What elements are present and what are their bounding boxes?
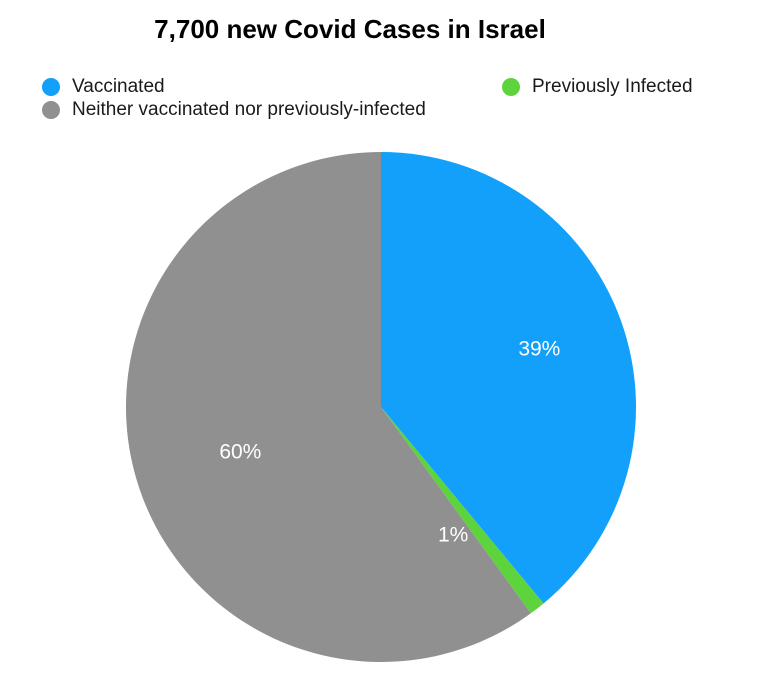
legend-label-previously-infected: Previously Infected <box>532 76 693 97</box>
legend-item-vaccinated: Vaccinated <box>42 76 165 98</box>
legend-label-neither: Neither vaccinated nor previously-infect… <box>72 99 426 120</box>
legend-item-neither: Neither vaccinated nor previously-infect… <box>42 99 426 121</box>
slice-label-previously-infected: 1% <box>438 524 468 547</box>
legend-item-previously-infected: Previously Infected <box>502 76 693 98</box>
pie-slice-neither-vaccinated-nor-previously-infected <box>126 151 531 662</box>
slice-label-neither-vaccinated-nor-previously-infected: 60% <box>219 440 261 463</box>
legend-label-vaccinated: Vaccinated <box>72 76 165 97</box>
pie-slice-previously-infected <box>381 407 544 614</box>
legend-swatch-previously-infected <box>502 78 520 96</box>
slice-label-vaccinated: 39% <box>518 338 560 361</box>
chart-title: 7,700 new Covid Cases in Israel <box>154 14 546 44</box>
legend-swatch-neither <box>42 101 60 119</box>
pie-slice-vaccinated <box>381 152 637 604</box>
legend-swatch-vaccinated <box>42 78 60 96</box>
